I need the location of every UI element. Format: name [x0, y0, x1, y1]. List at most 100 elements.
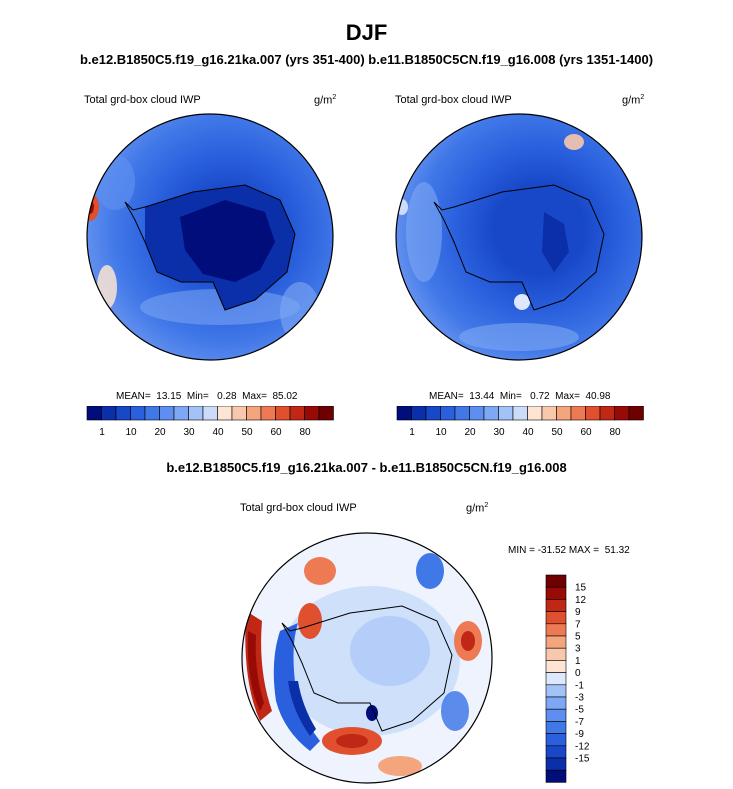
diff-colorbar-tick-label: -12: [575, 741, 590, 752]
right-colorbar-tick-label: 20: [464, 427, 476, 438]
diff-min-patch: [366, 705, 378, 721]
diff-colorbar-tick-label: 3: [575, 644, 581, 655]
left-colorbar-box: [115, 406, 131, 421]
right-colorbar-box: [483, 406, 499, 421]
left-map: [86, 113, 334, 361]
left-colorbar-tick-label: 80: [299, 427, 311, 438]
left-colorbar-tick-label: 50: [241, 427, 253, 438]
diff-colorbar-tick-label: 5: [575, 632, 581, 643]
diff-colorbar-box: [545, 647, 567, 661]
right-colorbar-box: [585, 406, 601, 421]
right-colorbar-box: [556, 406, 572, 421]
left-stats: MEAN= 13.15 Min= 0.28 Max= 85.02: [116, 391, 298, 402]
left-colorbar-box: [289, 406, 305, 421]
left-colorbar-box: [318, 406, 334, 421]
left-variable-label: Total grd-box cloud IWP: [84, 94, 201, 106]
diff-colorbar-box: [545, 733, 567, 747]
diff-colorbar-tick-label: -9: [575, 729, 584, 740]
right-colorbar-box: [527, 406, 543, 421]
right-coastline: [433, 184, 605, 311]
diff-colorbar-box: [545, 635, 567, 649]
left-colorbar: 1 10 20 30 40 50 60 80: [86, 406, 334, 438]
diff-colorbar-box: [545, 672, 567, 686]
diff-colorbar-tick-label: -3: [575, 693, 584, 704]
right-colorbar-tick-label: 80: [609, 427, 621, 438]
diff-units-label: g/m2: [466, 502, 489, 515]
diff-colorbar-tick-label: -7: [575, 717, 584, 728]
right-colorbar-tick-label: 1: [409, 427, 415, 438]
right-colorbar-box: [628, 406, 644, 421]
diff-colorbar-box: [545, 586, 567, 600]
right-map: [395, 113, 643, 361]
right-units-label: g/m2: [622, 94, 645, 107]
right-stats: MEAN= 13.44 Min= 0.72 Max= 40.98: [429, 391, 611, 402]
diff-colorbar-tick-label: 1: [575, 656, 581, 667]
right-colorbar-box: [469, 406, 485, 421]
right-colorbar-box: [411, 406, 427, 421]
diff-colorbar-box: [545, 721, 567, 734]
left-coastline: [124, 184, 296, 311]
left-colorbar-box: [86, 406, 102, 421]
difference-map: [241, 532, 493, 784]
diff-stats: MIN = -31.52 MAX = 51.32: [508, 545, 630, 556]
right-colorbar-box: [512, 406, 528, 421]
right-colorbar-tick-label: 10: [435, 427, 447, 438]
diff-colorbar-tick-label: 0: [575, 668, 581, 679]
left-colorbar-box: [275, 406, 291, 421]
diff-colorbar-box: [545, 599, 567, 612]
left-colorbar-tick-label: 20: [154, 427, 166, 438]
left-colorbar-tick-label: 60: [270, 427, 282, 438]
right-colorbar-tick-label: 40: [522, 427, 534, 438]
right-colorbar-box: [614, 406, 630, 421]
figure-title: DJF: [345, 20, 388, 45]
right-colorbar-box: [454, 406, 470, 421]
left-colorbar-box: [304, 406, 320, 421]
left-colorbar-box: [188, 406, 204, 421]
left-colorbar-box: [246, 406, 262, 421]
left-colorbar-box: [260, 406, 276, 421]
right-colorbar-box: [498, 406, 514, 421]
diff-colorbar-box: [545, 660, 567, 673]
diff-colorbar-tick-label: 7: [575, 619, 581, 630]
diff-variable-label: Total grd-box cloud IWP: [240, 502, 357, 514]
diff-colorbar-box: [545, 745, 567, 759]
diff-map-border: [241, 532, 493, 784]
diff-colorbar-tick-label: -1: [575, 680, 584, 691]
difference-title: b.e12.B1850C5.f19_g16.21ka.007 - b.e11.B…: [166, 460, 567, 475]
right-colorbar-tick-label: 50: [551, 427, 563, 438]
right-colorbar-box: [599, 406, 615, 421]
left-colorbar-box: [202, 406, 218, 421]
left-map-border: [86, 113, 334, 361]
diff-colorbar-box: [545, 757, 567, 771]
right-colorbar-box: [440, 406, 456, 421]
diff-colorbar-tick-label: 15: [575, 583, 587, 594]
left-colorbar-tick-label: 40: [212, 427, 224, 438]
diff-colorbar-box: [545, 611, 567, 625]
left-colorbar-box: [159, 406, 175, 421]
left-units-label: g/m2: [314, 94, 337, 107]
left-colorbar-box: [173, 406, 189, 421]
left-colorbar-tick-label: 30: [183, 427, 195, 438]
right-map-border: [395, 113, 643, 361]
left-colorbar-tick-label: 10: [125, 427, 137, 438]
diff-coastline: [281, 605, 453, 732]
left-colorbar-box: [231, 406, 247, 421]
diff-colorbar-box: [545, 684, 567, 698]
right-colorbar-box: [396, 406, 412, 421]
diff-colorbar-box: [545, 623, 567, 637]
right-colorbar-box: [570, 406, 586, 421]
right-colorbar-tick-label: 30: [493, 427, 505, 438]
diff-colorbar-box: [545, 769, 567, 783]
right-pale-patch: [514, 294, 530, 310]
left-colorbar-tick-label: 1: [99, 427, 105, 438]
diff-colorbar-tick-label: 9: [575, 607, 581, 618]
left-colorbar-box: [144, 406, 160, 421]
right-colorbar: 1 10 20 30 40 50 60 80: [396, 406, 644, 438]
right-variable-label: Total grd-box cloud IWP: [395, 94, 512, 106]
left-colorbar-box: [217, 406, 233, 421]
left-colorbar-box: [130, 406, 146, 421]
diff-colorbar-tick-label: -5: [575, 705, 584, 716]
right-colorbar-tick-label: 60: [580, 427, 592, 438]
diff-colorbar-tick-label: -15: [575, 754, 590, 765]
